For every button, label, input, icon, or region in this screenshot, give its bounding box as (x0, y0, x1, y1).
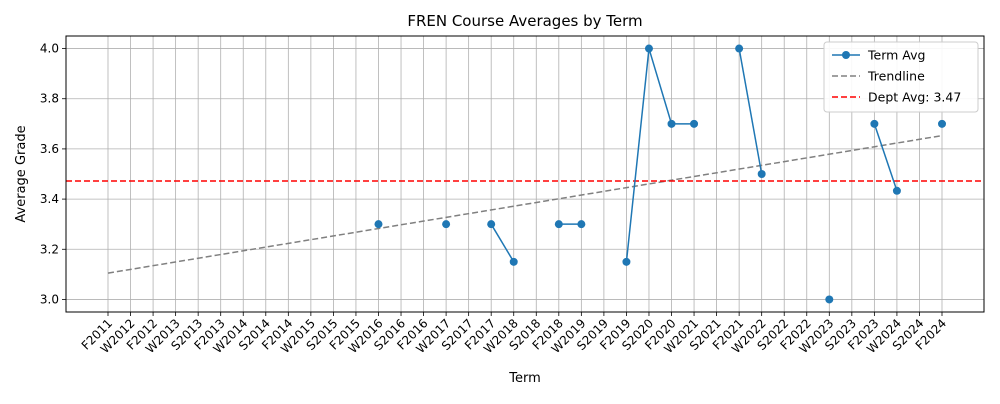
data-point (622, 257, 631, 266)
legend-entry-trendline-label: Trendline (867, 69, 925, 84)
y-axis-label: Average Grade (14, 125, 29, 222)
y-tick-label: 3.4 (40, 192, 59, 206)
series-line-segment (873, 123, 898, 192)
data-point (442, 220, 451, 229)
y-tick-label: 3.0 (40, 292, 59, 306)
data-point (374, 220, 383, 229)
y-tick-label: 3.8 (40, 92, 59, 106)
y-tick-label: 4.0 (40, 42, 59, 56)
series-line-segment (625, 48, 695, 262)
x-axis-label: Term (508, 371, 541, 386)
data-point (825, 295, 834, 304)
plot-frame (65, 35, 985, 313)
data-point (892, 186, 901, 195)
y-tick-label: 3.2 (40, 242, 59, 256)
data-point (554, 220, 563, 229)
data-point (690, 119, 699, 128)
series-line-segment (738, 48, 763, 175)
legend-box (823, 41, 979, 113)
legend: Term Avg Trendline Dept Avg: 3.47 (823, 41, 979, 113)
data-point (644, 44, 653, 53)
x-axis-ticks: F2011W2012F2012W2013S2013F2013W2014S2014… (79, 312, 949, 356)
data-point (667, 119, 676, 128)
plot-area (66, 44, 984, 304)
trendline (107, 134, 943, 274)
y-tick-label: 3.6 (40, 142, 59, 156)
y-axis-ticks: 3.0 3.2 3.4 3.6 3.8 4.0 (40, 42, 66, 306)
data-point (870, 119, 879, 128)
data-point (938, 119, 946, 128)
series-line-segment (490, 223, 515, 263)
data-point (577, 220, 586, 229)
legend-entry-term-avg-label: Term Avg (867, 48, 925, 63)
legend-entry-dept-avg-label: Dept Avg: 3.47 (868, 90, 961, 105)
chart-title: FREN Course Averages by Term (407, 12, 642, 30)
data-point (757, 170, 766, 178)
data-point (487, 220, 496, 229)
data-point (509, 257, 518, 266)
legend-entry-term-avg-marker (842, 51, 850, 59)
data-point (735, 44, 744, 53)
